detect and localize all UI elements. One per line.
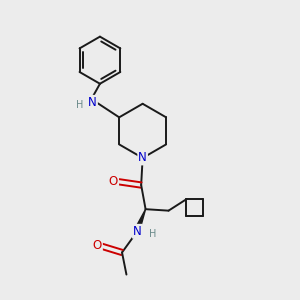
Text: O: O — [109, 175, 118, 188]
Text: N: N — [138, 152, 147, 164]
Text: O: O — [93, 239, 102, 253]
Text: H: H — [76, 100, 83, 110]
Polygon shape — [137, 209, 146, 227]
Text: H: H — [149, 229, 156, 238]
Text: N: N — [133, 225, 142, 238]
Text: N: N — [88, 96, 97, 109]
